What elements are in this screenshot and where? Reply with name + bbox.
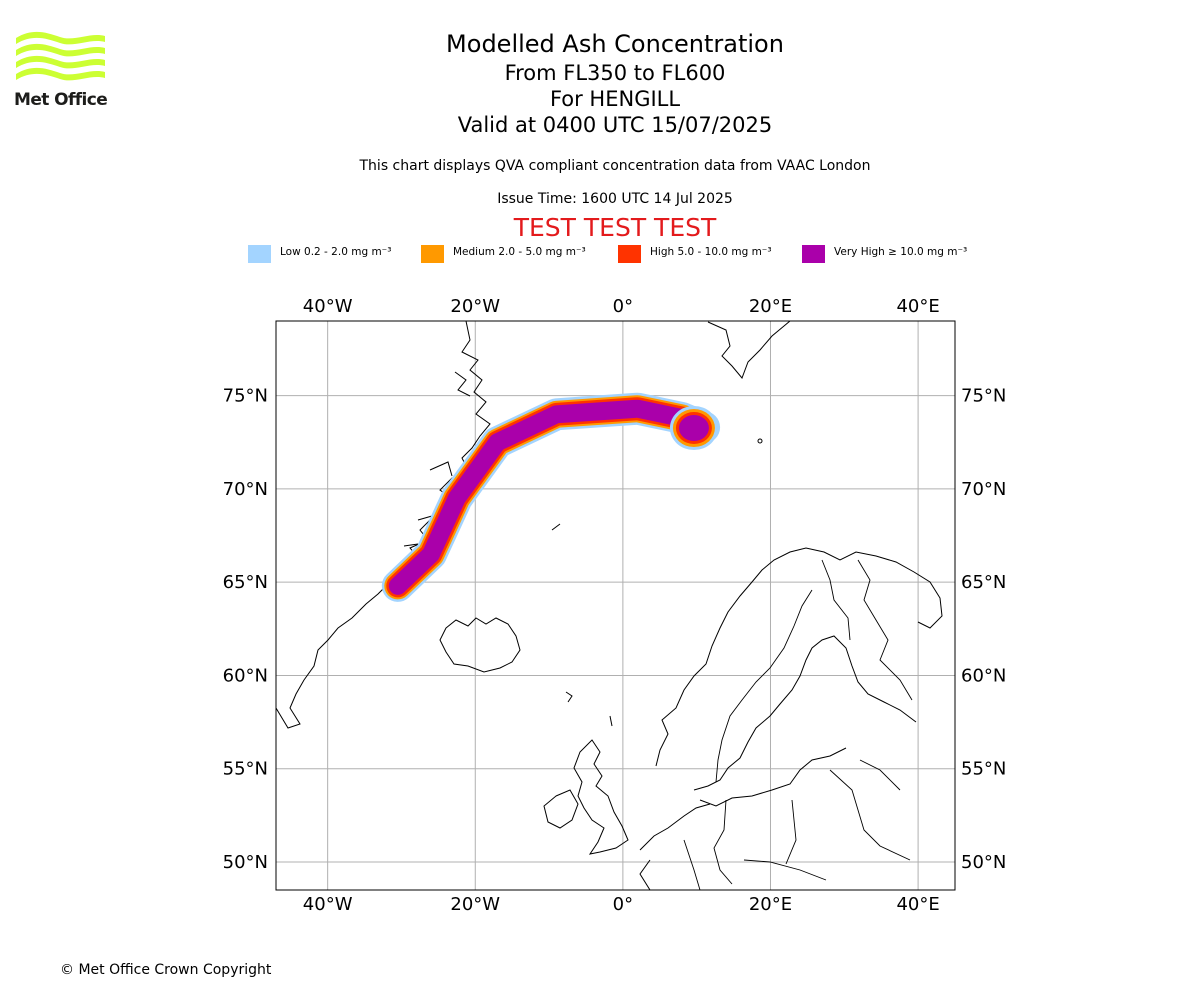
- title-line-1: Modelled Ash Concentration: [446, 30, 784, 58]
- great-britain-coast: [573, 739, 629, 855]
- norway-sweden-border: [715, 589, 813, 783]
- ash-plume: [381, 392, 721, 602]
- test-banner: TEST TEST TEST: [513, 213, 717, 242]
- logo-text: Met Office: [14, 90, 108, 110]
- title-line-3: For HENGILL: [549, 87, 681, 111]
- greenland-coast: [276, 321, 491, 729]
- lon-tick-label: 20°W: [450, 296, 500, 317]
- finland-border: [821, 559, 913, 701]
- europe-borders: [683, 759, 911, 890]
- lon-tick-label: 40°E: [896, 296, 939, 317]
- legend-label-very-high: Very High ≥ 10.0 mg m⁻³: [834, 246, 968, 258]
- issue-time: Issue Time: 1600 UTC 14 Jul 2025: [497, 191, 733, 207]
- title-line-4: Valid at 0400 UTC 15/07/2025: [457, 113, 773, 137]
- lon-tick-label: 20°W: [450, 894, 500, 915]
- lon-tick-label: 40°W: [303, 894, 353, 915]
- legend-swatch-very-high: [802, 245, 825, 263]
- lat-tick-label: 70°N: [961, 479, 1006, 500]
- lat-tick-label: 60°N: [961, 665, 1006, 686]
- lat-tick-label: 55°N: [961, 759, 1006, 780]
- svalbard-coast: [707, 321, 791, 379]
- greenland-fjord: [403, 371, 471, 547]
- lat-tick-label: 65°N: [961, 572, 1006, 593]
- legend-label-high: High 5.0 - 10.0 mg m⁻³: [650, 246, 772, 258]
- lat-tick-label: 70°N: [223, 479, 268, 500]
- bear-island: [757, 438, 763, 444]
- lat-tick-label: 50°N: [961, 852, 1006, 873]
- jan-mayen: [551, 523, 561, 531]
- norway-coast: [655, 547, 943, 767]
- sweden-finland-coast: [693, 635, 917, 791]
- lat-tick-label: 60°N: [223, 665, 268, 686]
- map-tick-labels: 40°W 40°W 20°W 20°W 0° 0° 20°E 20°E 40°E 40°E 75°N…: [223, 296, 1007, 915]
- ireland-coast: [543, 789, 579, 829]
- copyright: © Met Office Crown Copyright: [60, 962, 272, 978]
- legend-label-low: Low 0.2 - 2.0 mg m⁻³: [280, 246, 392, 258]
- subtitle: This chart displays QVA compliant concen…: [359, 158, 871, 174]
- map-grid: [276, 321, 955, 890]
- lon-tick-label: 20°E: [749, 296, 792, 317]
- title-line-2: From FL350 to FL600: [504, 61, 726, 85]
- lon-tick-label: 20°E: [749, 894, 792, 915]
- baltic-coast: [699, 747, 847, 807]
- map-frame: [275, 320, 956, 891]
- legend-swatch-medium: [421, 245, 444, 263]
- shetland: [609, 715, 613, 727]
- lon-tick-label: 40°E: [896, 894, 939, 915]
- coastlines: [276, 321, 943, 890]
- lat-tick-label: 75°N: [961, 386, 1006, 407]
- lat-tick-label: 50°N: [223, 852, 268, 873]
- lon-tick-label: 0°: [613, 894, 633, 915]
- lon-tick-label: 40°W: [303, 296, 353, 317]
- legend-swatch-high: [618, 245, 641, 263]
- legend-label-medium: Medium 2.0 - 5.0 mg m⁻³: [453, 246, 586, 258]
- met-office-waves-icon: [16, 31, 105, 81]
- lat-tick-label: 55°N: [223, 759, 268, 780]
- plume-very-high-east-lobe: [678, 415, 709, 442]
- faroe-islands: [565, 691, 573, 703]
- legend-swatch-low: [248, 245, 271, 263]
- lat-tick-label: 65°N: [223, 572, 268, 593]
- europe-coast: [639, 803, 711, 890]
- chart-title: Modelled Ash Concentration From FL350 to…: [365, 28, 865, 138]
- met-office-logo: Met Office: [12, 28, 112, 114]
- lat-tick-label: 75°N: [223, 386, 268, 407]
- iceland-coast: [439, 617, 521, 673]
- lon-tick-label: 0°: [613, 296, 633, 317]
